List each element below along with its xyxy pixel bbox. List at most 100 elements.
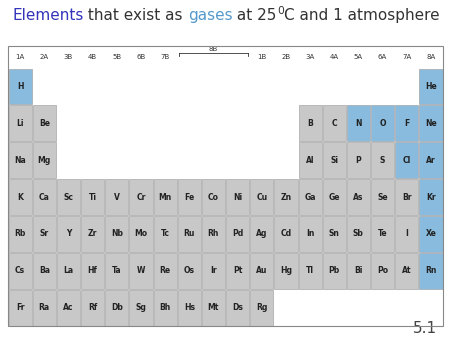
Text: Fr: Fr xyxy=(16,303,24,312)
Text: V: V xyxy=(114,193,120,201)
Bar xyxy=(419,216,442,252)
Text: 6A: 6A xyxy=(378,54,387,60)
Text: Fe: Fe xyxy=(184,193,194,201)
Text: Rn: Rn xyxy=(425,266,436,275)
Text: Mn: Mn xyxy=(158,193,172,201)
Text: Db: Db xyxy=(111,303,123,312)
Text: Ac: Ac xyxy=(63,303,74,312)
Text: Ir: Ir xyxy=(210,266,217,275)
Text: Xe: Xe xyxy=(426,230,436,238)
Text: 1B: 1B xyxy=(257,54,266,60)
Bar xyxy=(274,216,297,252)
Text: Nb: Nb xyxy=(111,230,123,238)
Bar xyxy=(419,142,442,178)
Text: 3B: 3B xyxy=(64,54,73,60)
Text: 0: 0 xyxy=(277,6,284,16)
Text: Ds: Ds xyxy=(232,303,243,312)
Bar xyxy=(33,179,56,215)
Text: Rh: Rh xyxy=(208,230,219,238)
Text: Ni: Ni xyxy=(233,193,242,201)
Bar xyxy=(226,253,249,289)
Bar xyxy=(33,216,56,252)
Text: Al: Al xyxy=(306,156,315,165)
Text: Os: Os xyxy=(184,266,195,275)
Text: Ga: Ga xyxy=(304,193,316,201)
Bar xyxy=(105,253,128,289)
Text: Co: Co xyxy=(208,193,219,201)
Text: Tl: Tl xyxy=(306,266,314,275)
Text: Cr: Cr xyxy=(136,193,146,201)
Bar xyxy=(419,69,442,104)
Text: Hg: Hg xyxy=(280,266,292,275)
Text: 5A: 5A xyxy=(354,54,363,60)
Bar xyxy=(250,179,273,215)
Bar xyxy=(323,105,346,141)
Text: Ru: Ru xyxy=(184,230,195,238)
Text: Kr: Kr xyxy=(426,193,436,201)
Text: S: S xyxy=(380,156,385,165)
Text: Cd: Cd xyxy=(280,230,292,238)
Bar xyxy=(129,179,153,215)
Bar xyxy=(347,253,370,289)
Text: 2B: 2B xyxy=(281,54,291,60)
Text: Au: Au xyxy=(256,266,267,275)
Text: 8A: 8A xyxy=(426,54,436,60)
Bar xyxy=(298,179,322,215)
Text: Be: Be xyxy=(39,119,50,128)
Bar xyxy=(9,142,32,178)
Bar xyxy=(81,179,104,215)
Text: I: I xyxy=(405,230,408,238)
Text: 5.1: 5.1 xyxy=(413,321,437,336)
Bar xyxy=(9,290,32,325)
Bar xyxy=(178,290,201,325)
Bar xyxy=(202,253,225,289)
Bar xyxy=(57,253,80,289)
Text: P: P xyxy=(356,156,361,165)
Text: Cl: Cl xyxy=(403,156,411,165)
Text: Sc: Sc xyxy=(63,193,73,201)
Bar xyxy=(33,142,56,178)
Bar xyxy=(371,216,394,252)
Bar xyxy=(9,69,32,104)
Bar xyxy=(395,179,419,215)
Bar xyxy=(178,179,201,215)
Text: Cs: Cs xyxy=(15,266,25,275)
Bar xyxy=(347,105,370,141)
Text: Ne: Ne xyxy=(425,119,437,128)
Text: that exist as: that exist as xyxy=(83,8,188,23)
Bar xyxy=(9,253,32,289)
Text: Rf: Rf xyxy=(88,303,97,312)
Text: Ca: Ca xyxy=(39,193,50,201)
Bar xyxy=(298,216,322,252)
Text: Hs: Hs xyxy=(184,303,195,312)
Text: 6B: 6B xyxy=(136,54,145,60)
Bar xyxy=(9,179,32,215)
Bar xyxy=(274,253,297,289)
Text: 4B: 4B xyxy=(88,54,97,60)
Text: Bh: Bh xyxy=(159,303,171,312)
Text: Si: Si xyxy=(330,156,338,165)
Bar xyxy=(347,179,370,215)
Bar xyxy=(57,216,80,252)
Text: Zn: Zn xyxy=(280,193,292,201)
Bar xyxy=(371,142,394,178)
Bar xyxy=(202,216,225,252)
Text: As: As xyxy=(353,193,364,201)
Text: Hf: Hf xyxy=(88,266,98,275)
Bar xyxy=(226,216,249,252)
Text: 4A: 4A xyxy=(330,54,339,60)
Text: Sr: Sr xyxy=(40,230,49,238)
Text: Elements: Elements xyxy=(12,8,83,23)
Bar xyxy=(298,142,322,178)
Bar xyxy=(250,216,273,252)
Bar xyxy=(226,290,249,325)
Text: Sb: Sb xyxy=(353,230,364,238)
Bar xyxy=(129,216,153,252)
Bar xyxy=(323,142,346,178)
Bar xyxy=(347,216,370,252)
Text: Cu: Cu xyxy=(256,193,267,201)
Bar xyxy=(250,253,273,289)
Bar xyxy=(33,105,56,141)
Text: 2A: 2A xyxy=(40,54,49,60)
Bar xyxy=(105,179,128,215)
